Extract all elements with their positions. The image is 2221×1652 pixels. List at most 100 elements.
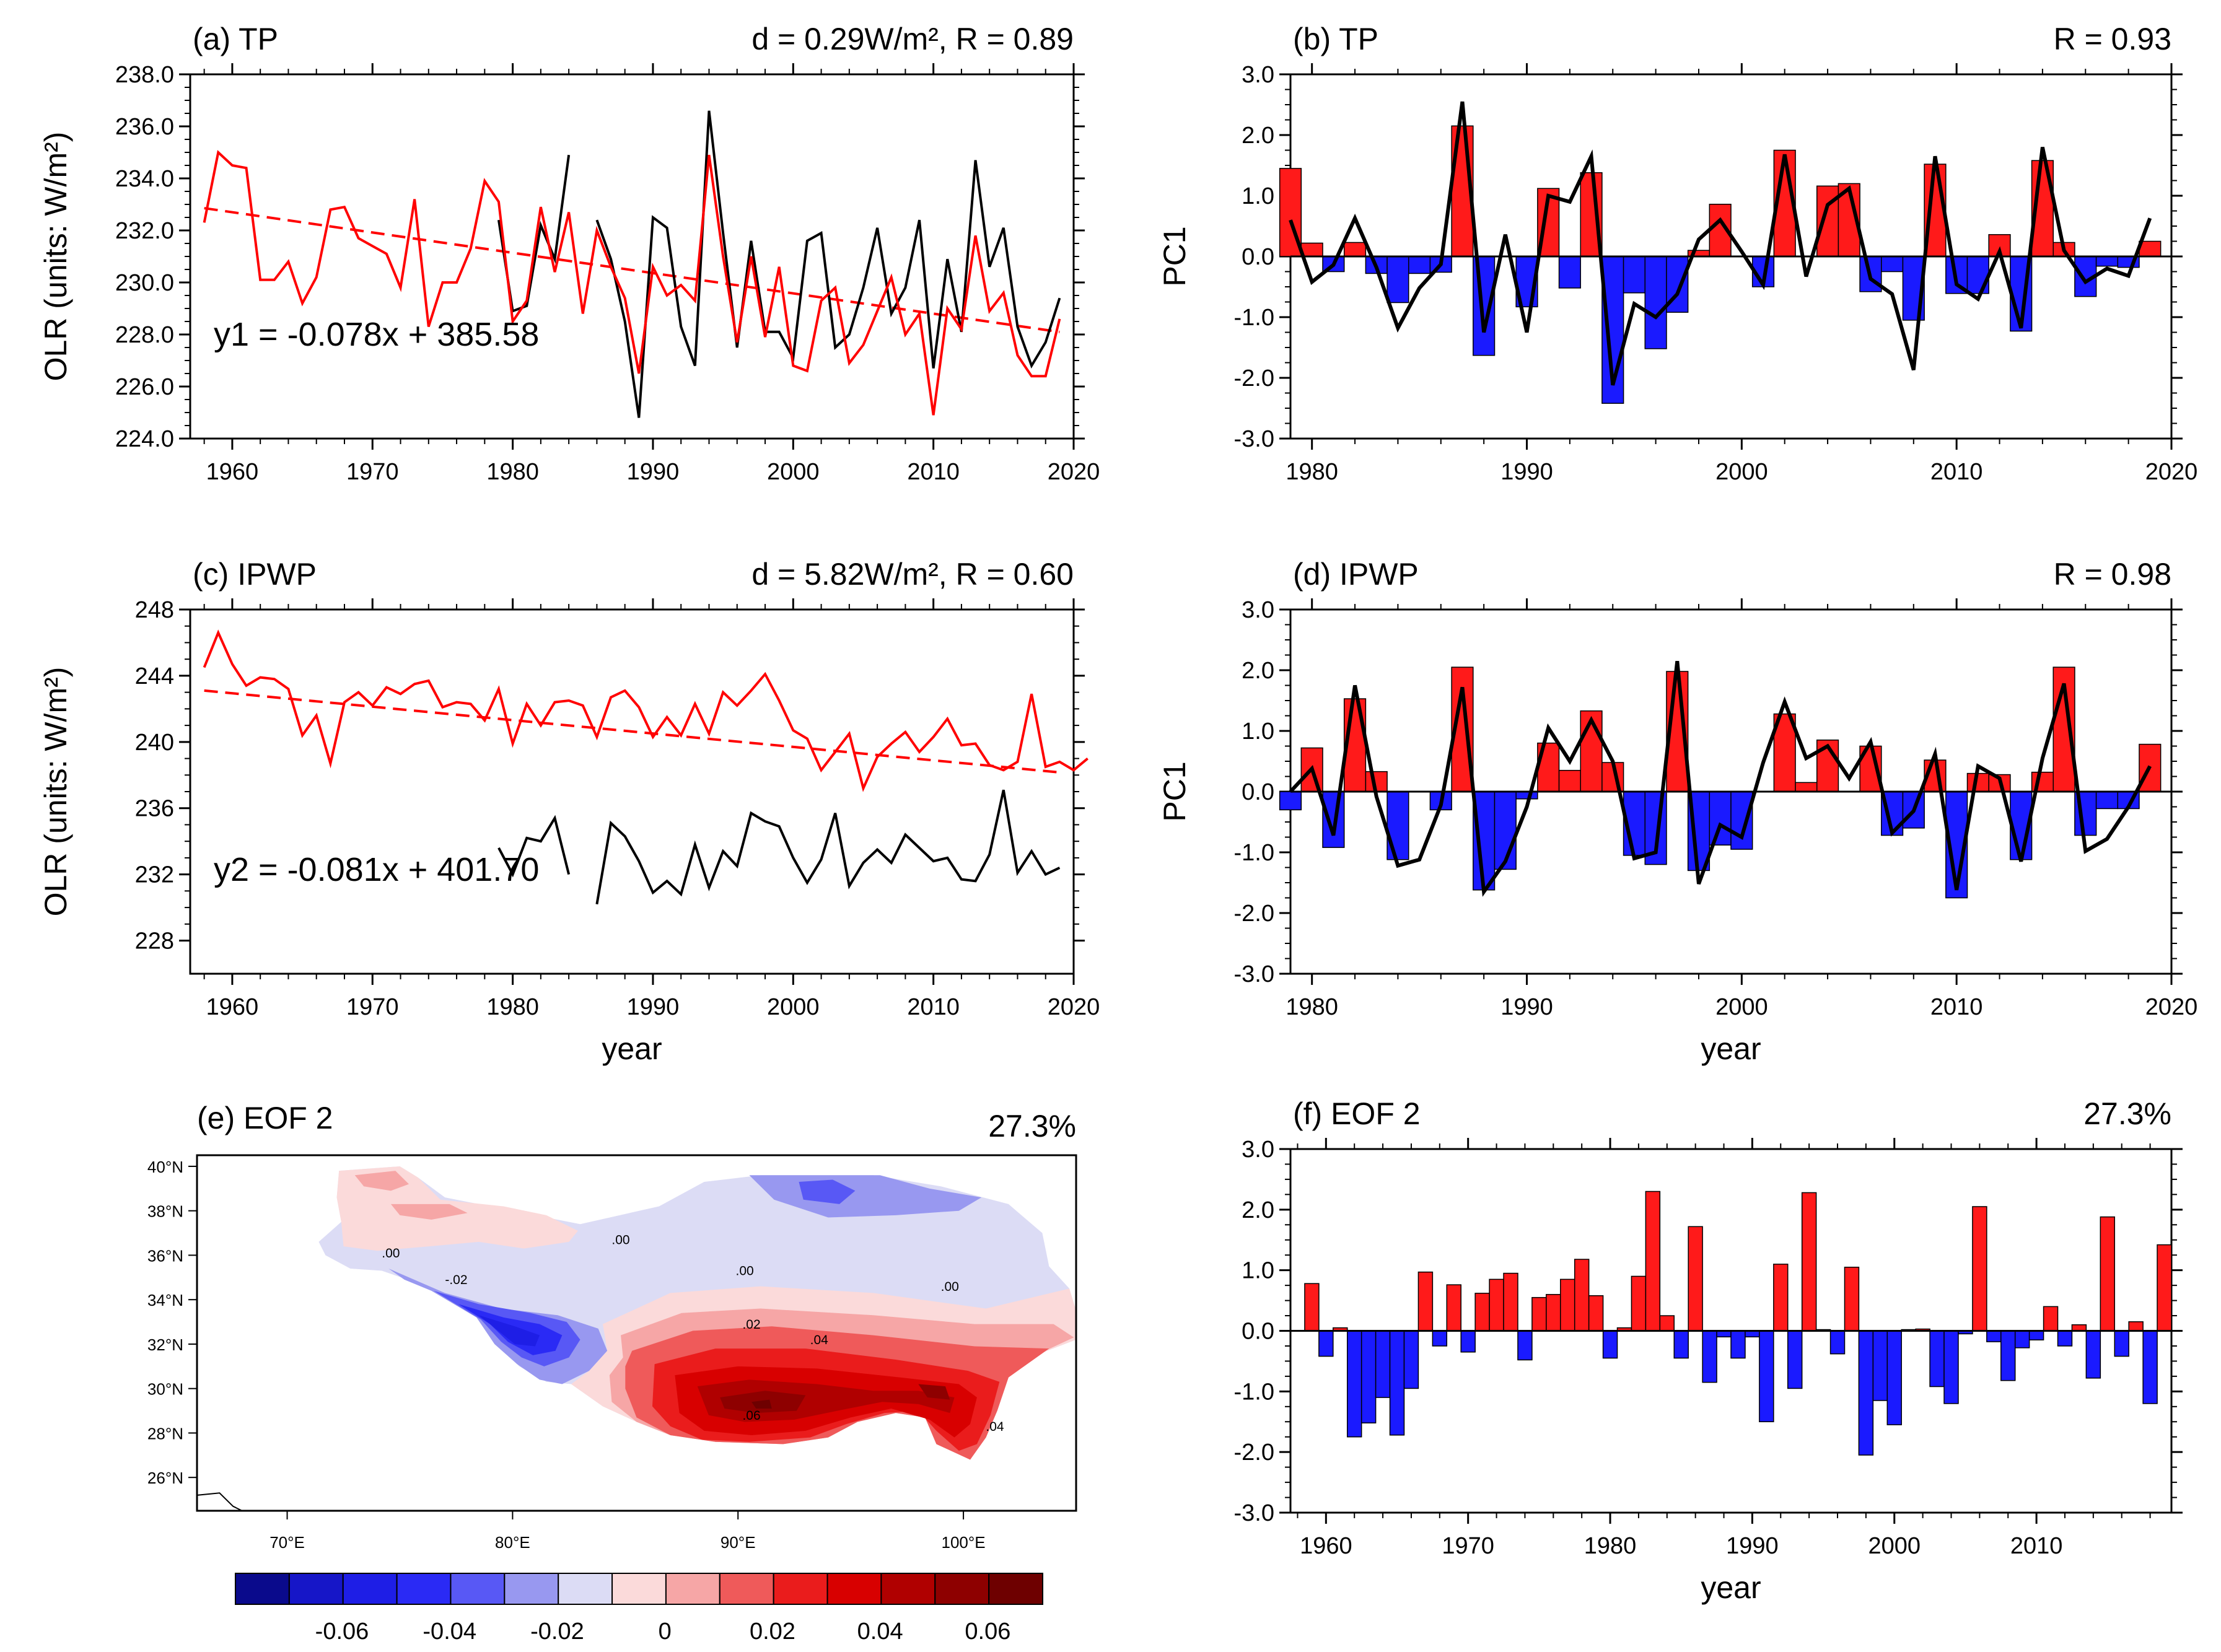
colorbar-swatch [880, 1573, 936, 1605]
xtick-label: 1960 [206, 994, 259, 1020]
bar-negative [1386, 256, 1409, 304]
bar-negative [2095, 256, 2119, 267]
map-region-nw-light-red [354, 1171, 410, 1191]
bar-negative [2085, 1330, 2101, 1379]
map-xtick-label: 90°E [721, 1533, 756, 1552]
panel-stats: 27.3% [2083, 1096, 2171, 1131]
map-ytick-label: 36°N [147, 1246, 183, 1265]
ytick-label: 232.0 [115, 218, 174, 244]
colorbar-swatch [235, 1573, 290, 1605]
contour-label: .04 [810, 1333, 829, 1347]
bar-negative [1322, 791, 1345, 848]
bar-negative [1886, 1330, 1902, 1425]
colorbar-swatch [934, 1573, 990, 1605]
bar-negative [1759, 1330, 1774, 1422]
bar-negative [1702, 1330, 1717, 1383]
ytick-label: 0.0 [1242, 779, 1274, 805]
y-axis-label: OLR (units: W/m²) [38, 132, 73, 382]
colorbar-swatch [611, 1573, 667, 1605]
colorbar-swatch [396, 1573, 452, 1605]
panel-a: 224.0 226.0 228.0 230.0 232.0 234.0 236.0 238.0… [38, 22, 1100, 485]
bar-negative [1602, 1330, 1618, 1359]
xtick-label: 2010 [1930, 459, 1983, 485]
bar-negative [2000, 1330, 2016, 1381]
colorbar-swatch [773, 1573, 828, 1605]
ytick-label: -3.0 [1234, 1500, 1274, 1526]
ytick-label: 1.0 [1242, 719, 1274, 745]
colorbar-label: 0 [659, 1619, 672, 1645]
colorbar-swatch [288, 1573, 344, 1605]
bar-positive [2157, 1244, 2172, 1332]
bar-positive [1588, 1295, 1604, 1332]
plot-frame [189, 608, 1075, 975]
xtick-label: 1970 [1442, 1533, 1494, 1559]
map-region-positive-peak [751, 1399, 772, 1409]
map-xtick-label: 80°E [495, 1533, 530, 1552]
colorbar-swatch [450, 1573, 506, 1605]
panel-e: 70°E 80°E 90°E 100°E 26°N 28°N 30°N 32°N 34°N 36°… [147, 1101, 1077, 1645]
bar-positive [2100, 1216, 2116, 1332]
bar-negative [1389, 1330, 1405, 1436]
map-ytick-label: 32°N [147, 1335, 183, 1354]
xtick-label: 2020 [2145, 994, 2198, 1020]
map-region-nw-light-red-2 [390, 1204, 468, 1220]
bar-negative [1432, 1330, 1448, 1347]
map-frame [196, 1154, 1077, 1512]
bar-negative [1872, 1330, 1888, 1401]
xtick-label: 2020 [2145, 459, 2198, 485]
xtick-label: 1980 [1286, 459, 1338, 485]
bar-negative [1517, 1330, 1533, 1361]
bar-negative [2057, 1330, 2073, 1347]
bar-positive [2043, 1306, 2059, 1332]
panel-d: -3.0 -2.0 -1.0 0.0 1.0 2.0 3.0 1980 1990 2000 2010… [1157, 557, 2197, 1066]
ytick-label: 2.0 [1242, 658, 1274, 684]
xtick-label: 1990 [627, 459, 680, 485]
map-ytick-label: 38°N [147, 1202, 183, 1221]
panel-title: (e) EOF 2 [197, 1101, 333, 1135]
bar-negative [1346, 1330, 1362, 1438]
bar-negative [1858, 1330, 1874, 1456]
bar-positive [1688, 1226, 1703, 1332]
ytick-label: 236.0 [115, 114, 174, 140]
bar-negative [1623, 256, 1646, 294]
bar-positive [1474, 1293, 1490, 1332]
panel-title: (d) IPWP [1293, 557, 1419, 592]
bar-positive [1816, 185, 1839, 257]
y-axis-label: PC1 [1157, 761, 1192, 821]
panel-f: -3.0 -2.0 -1.0 0.0 1.0 2.0 3.0 1960 1970 1980 1990… [1234, 1096, 2183, 1605]
ytick-label: 2.0 [1242, 1197, 1274, 1223]
bar-positive [1645, 1191, 1661, 1332]
bar-positive [1546, 1294, 1561, 1332]
bar-positive [1489, 1278, 1504, 1332]
bar-negative [1709, 791, 1732, 846]
ytick-label: -2.0 [1234, 901, 1274, 927]
map-xtick-label: 70°E [269, 1533, 305, 1552]
series-black-line [497, 815, 571, 878]
ytick-label: 3.0 [1242, 597, 1274, 623]
bar-negative [1730, 791, 1753, 850]
series-red-line [203, 629, 1089, 792]
xtick-label: 2020 [1048, 459, 1100, 485]
xtick-label: 1990 [1726, 1533, 1779, 1559]
xtick-label: 2020 [1048, 994, 1100, 1020]
colorbar-swatch [665, 1573, 721, 1605]
xtick-label: 1960 [206, 459, 259, 485]
bar-negative [2142, 1330, 2158, 1404]
trend-line [204, 207, 1060, 333]
map-ytick-label: 28°N [147, 1424, 183, 1443]
bar-negative [1966, 256, 1989, 294]
bar-positive [1580, 710, 1603, 792]
pc-line [1289, 101, 2152, 386]
bar-positive [1560, 1278, 1575, 1332]
xtick-label: 1980 [486, 459, 539, 485]
ytick-label: 228.0 [115, 322, 174, 348]
bar-positive [2128, 1321, 2144, 1332]
bar-negative [1386, 791, 1409, 860]
xtick-label: 2010 [907, 459, 960, 485]
ytick-label: -2.0 [1234, 1440, 1274, 1466]
panel-variance: 27.3% [988, 1109, 1076, 1143]
panel-stats: R = 0.98 [2054, 557, 2171, 592]
ytick-label: -1.0 [1234, 305, 1274, 331]
xtick-label: 1960 [1300, 1533, 1352, 1559]
bar-negative [1403, 1330, 1419, 1389]
